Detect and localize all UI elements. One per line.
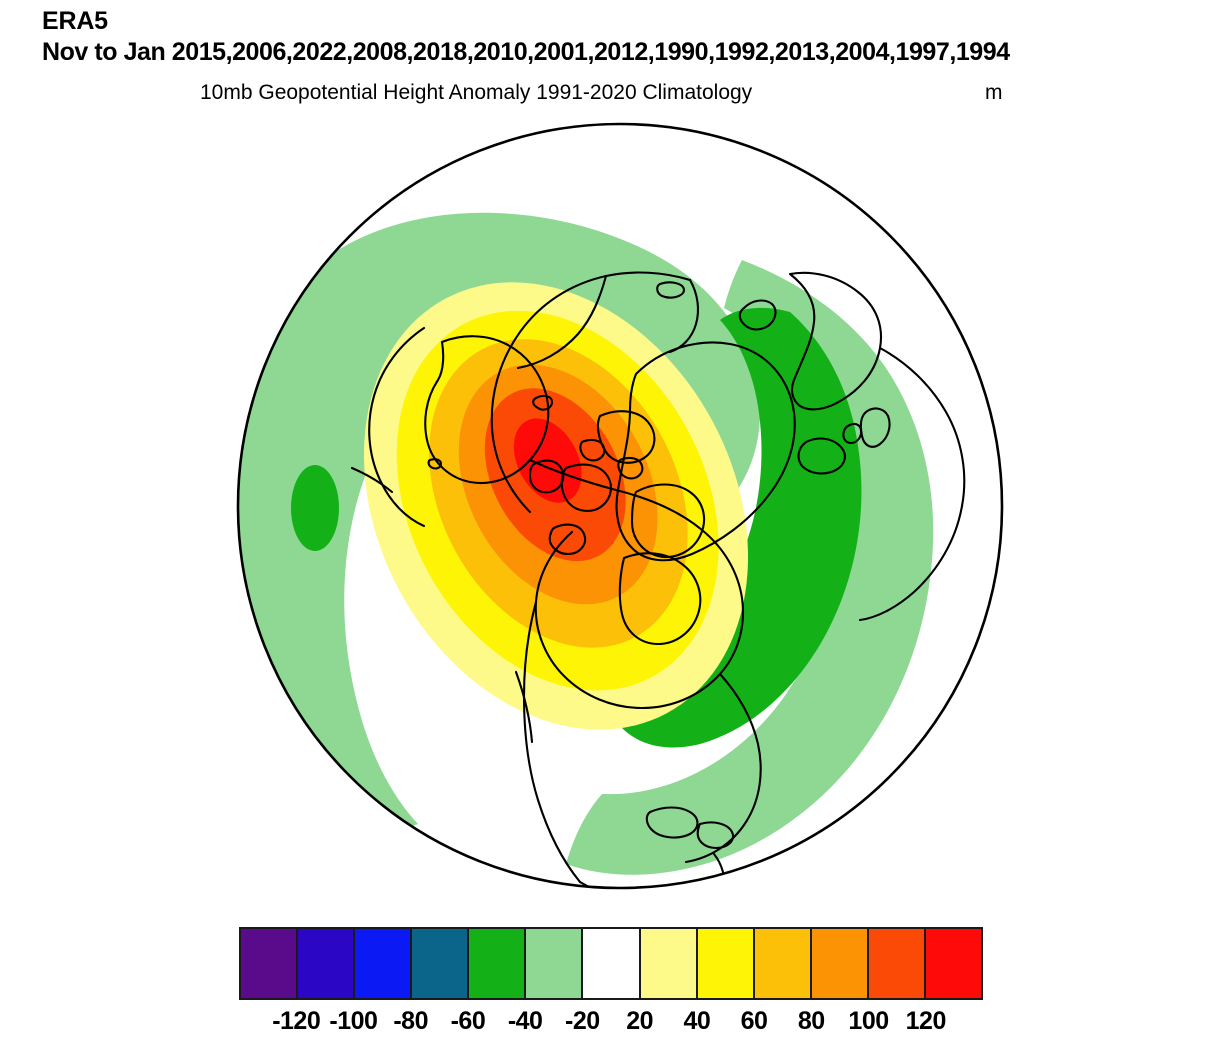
coastline-europe — [858, 346, 966, 622]
subtitle-row: 10mb Geopotential Height Anomaly 1991-20… — [0, 78, 1220, 110]
contour-neg-40-60-pacific-blob — [291, 465, 339, 551]
coastline-iceland — [797, 437, 846, 475]
colorbar-swatch-4 — [469, 929, 527, 998]
coastline-island-arctic-1 — [532, 394, 554, 411]
polar-stereographic-globe — [236, 122, 1004, 890]
coastline-island-small-3 — [548, 523, 587, 556]
units-label: m — [985, 81, 1003, 104]
colorbar-tick--120: -120 — [272, 1007, 321, 1035]
coastline-baja — [514, 670, 534, 744]
colorbar-swatch-9 — [754, 929, 812, 998]
colorbar-tick-labels: -120 -100 -80 -60 -40 -20 20 40 60 80 100 120 — [239, 1004, 983, 1044]
polar-map — [0, 112, 1220, 902]
colorbar-swatch-8 — [697, 929, 755, 998]
colorbar-area: -120 -100 -80 -60 -40 -20 20 40 60 80 100 120 — [0, 900, 1220, 1050]
coastline-bering-kamchatka — [368, 326, 426, 528]
colorbar-swatch-7 — [640, 929, 698, 998]
colorbar-tick-120: 120 — [905, 1007, 947, 1035]
coastline-novaya-zemlya — [668, 278, 700, 354]
coastline-island-arctic-2 — [656, 281, 686, 299]
colorbar-tick-40: 40 — [683, 1007, 711, 1035]
colorbar-swatch-3 — [412, 929, 470, 998]
colorbar-swatch-0 — [241, 929, 299, 998]
colorbar-tick-80: 80 — [797, 1007, 825, 1035]
chart-subtitle: 10mb Geopotential Height Anomaly 1991-20… — [200, 81, 753, 104]
colorbar-tick--60: -60 — [450, 1007, 486, 1035]
coastline-west-coast-usa — [522, 600, 582, 884]
coastline-hudson-bay — [618, 552, 702, 646]
coastline-ellesmere-island — [596, 410, 656, 464]
coastline-svalbard — [738, 299, 777, 331]
positive-anomaly-core — [363, 282, 749, 730]
colorbar-swatch-5 — [526, 929, 584, 998]
coastline-florida — [704, 852, 726, 888]
colorbar — [239, 927, 983, 1000]
coastline-island-small-2 — [617, 456, 644, 480]
colorbar-swatch-6 — [583, 929, 641, 998]
coastline-island-arctic-3 — [427, 458, 443, 470]
coastline-banks-island — [528, 459, 565, 494]
colorbar-swatch-11 — [868, 929, 926, 998]
colorbar-tick--80: -80 — [393, 1007, 428, 1035]
colorbar-swatch-1 — [298, 929, 356, 998]
colorbar-tick-20: 20 — [626, 1007, 654, 1035]
coastline-aleutians — [350, 466, 394, 494]
coastline-victoria-island — [560, 463, 612, 512]
period-years-title: Nov to Jan 2015,2006,2022,2008,2018,2010… — [42, 38, 1010, 66]
coastline-island-small-1 — [579, 438, 606, 462]
colorbar-swatch-10 — [811, 929, 869, 998]
title-block: ERA5 Nov to Jan 2015,2006,2022,2008,2018… — [42, 6, 1202, 68]
anomaly-field — [238, 212, 966, 888]
coastline-great-lakes — [645, 806, 699, 839]
colorbar-tick--100: -100 — [329, 1007, 378, 1035]
globe-outline — [236, 122, 1004, 890]
colorbar-tick--20: -20 — [565, 1007, 600, 1035]
colorbar-swatch-12 — [925, 929, 982, 998]
coastline-greenland — [615, 341, 796, 562]
coastline-alaska — [424, 335, 550, 484]
contour-neg-40-60-atlantic — [607, 307, 862, 748]
coastline-great-lakes-2 — [696, 821, 735, 850]
colorbar-tick-100: 100 — [848, 1007, 889, 1035]
coastline-siberia-inner — [516, 274, 608, 370]
colorbar-tick-60: 60 — [740, 1007, 768, 1035]
coastline-baffin-island — [630, 483, 706, 558]
colorbar-tick--40: -40 — [507, 1007, 543, 1035]
coastline-scandinavia — [788, 271, 882, 411]
coastline-caribbean — [754, 879, 806, 886]
dataset-title: ERA5 — [42, 7, 108, 35]
colorbar-swatch-2 — [355, 929, 413, 998]
coastline-siberia — [490, 271, 692, 514]
coastlines — [350, 271, 966, 888]
coastline-ireland — [842, 422, 863, 445]
